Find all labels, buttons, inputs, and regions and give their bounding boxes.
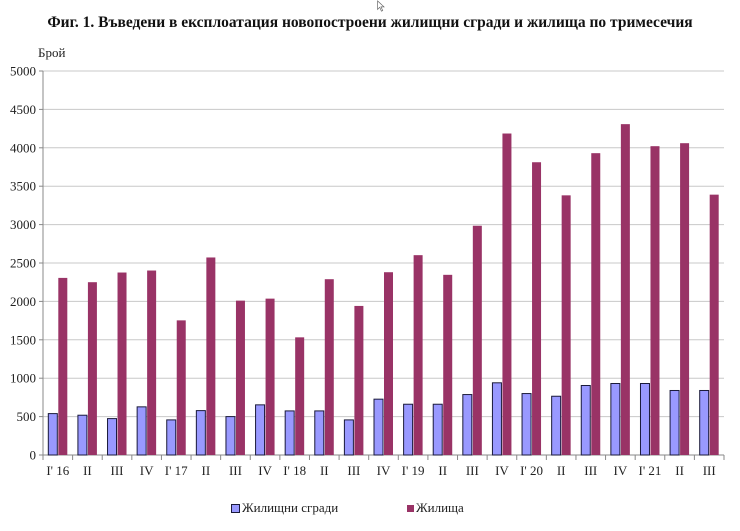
x-tick-label: I' 17 <box>165 463 188 478</box>
y-tick-label: 1500 <box>10 332 36 347</box>
bar-buildings <box>195 410 206 456</box>
y-tick-label: 3500 <box>10 179 36 194</box>
x-tick-label: III <box>703 463 716 478</box>
bar-buildings <box>403 403 414 456</box>
x-tick-label: II <box>320 463 329 478</box>
y-tick-label: 0 <box>30 448 37 463</box>
bar-dwellings <box>324 279 334 455</box>
bar-dwellings <box>532 162 542 455</box>
chart-title: Фиг. 1. Въведени в експлоатация новопост… <box>47 14 693 31</box>
x-tick-label: I' 18 <box>283 463 306 478</box>
bar-buildings <box>225 416 236 456</box>
bar-dwellings <box>591 153 601 455</box>
bar-buildings <box>551 395 562 456</box>
x-tick-label: IV <box>377 463 391 478</box>
bar-dwellings <box>87 282 97 455</box>
x-tick-label: II <box>557 463 566 478</box>
bar-dwellings <box>443 274 453 455</box>
x-tick-label: I' 19 <box>402 463 425 478</box>
bar-buildings <box>77 414 88 456</box>
x-tick-label: I' 20 <box>520 463 543 478</box>
bar-dwellings <box>680 143 690 455</box>
x-tick-label: I' 16 <box>46 463 69 478</box>
y-tick-label: 4500 <box>10 102 36 117</box>
x-tick-label: II <box>675 463 684 478</box>
bar-buildings <box>491 382 502 456</box>
x-tick-label: III <box>347 463 360 478</box>
bar-dwellings <box>58 277 68 455</box>
bar-buildings <box>580 384 591 456</box>
bar-dwellings <box>206 257 216 455</box>
y-tick-label: 2500 <box>10 256 36 271</box>
bar-dwellings <box>384 272 393 455</box>
x-tick-label: II <box>438 463 447 478</box>
bar-buildings <box>699 389 710 456</box>
y-tick-label: 1000 <box>10 371 36 386</box>
legend-item-buildings: Жилищни сгради <box>231 500 338 516</box>
bar-dwellings <box>235 300 245 455</box>
bar-dwellings <box>354 305 364 455</box>
x-tick-label: IV <box>258 463 272 478</box>
y-tick-label: 4000 <box>10 140 36 155</box>
legend-swatch-buildings <box>231 503 240 513</box>
bar-buildings <box>107 418 118 456</box>
y-tick-label: 2000 <box>10 294 36 309</box>
bar-buildings <box>521 393 532 456</box>
x-tick-label: III <box>229 463 242 478</box>
legend-swatch-dwellings <box>407 504 414 512</box>
bar-dwellings <box>620 124 630 455</box>
y-tick-label: 5000 <box>10 64 36 79</box>
x-tick-label: III <box>466 463 479 478</box>
bar-buildings <box>432 403 443 456</box>
x-tick-label: IV <box>495 463 509 478</box>
bar-dwellings <box>561 195 571 455</box>
bar-dwellings <box>502 133 512 455</box>
x-tick-label: II <box>202 463 211 478</box>
bar-buildings <box>639 382 650 456</box>
y-axis-label: Брой <box>38 45 66 60</box>
legend-label-dwellings: Жилища <box>416 500 464 515</box>
bar-buildings <box>255 404 266 456</box>
bar-buildings <box>314 410 325 456</box>
x-tick-label: I' 21 <box>639 463 662 478</box>
bar-buildings <box>136 406 147 456</box>
bar-dwellings <box>176 320 186 455</box>
x-tick-label: IV <box>140 463 154 478</box>
bar-dwellings <box>472 225 482 455</box>
bar-buildings <box>47 413 58 456</box>
x-tick-label: II <box>83 463 92 478</box>
mouse-cursor-icon <box>377 0 385 12</box>
legend-item-dwellings: Жилища <box>407 500 464 516</box>
bar-buildings <box>343 419 354 456</box>
bar-buildings <box>373 398 384 456</box>
x-tick-label: III <box>584 463 597 478</box>
bar-buildings <box>669 389 680 456</box>
x-tick-label: III <box>111 463 124 478</box>
y-tick-label: 500 <box>17 409 37 424</box>
bar-buildings <box>462 394 473 456</box>
bar-dwellings <box>295 337 305 455</box>
bar-buildings <box>166 419 177 456</box>
bar-dwellings <box>709 194 719 455</box>
bar-buildings <box>284 410 295 456</box>
legend-label-buildings: Жилищни сгради <box>242 500 339 515</box>
bar-dwellings <box>147 270 157 455</box>
bar-dwellings <box>650 146 660 455</box>
bar-dwellings <box>117 272 127 455</box>
bar-buildings <box>610 382 621 456</box>
x-tick-label: IV <box>614 463 628 478</box>
y-tick-label: 3000 <box>10 217 36 232</box>
bar-dwellings <box>413 255 423 455</box>
bar-dwellings <box>265 298 275 455</box>
